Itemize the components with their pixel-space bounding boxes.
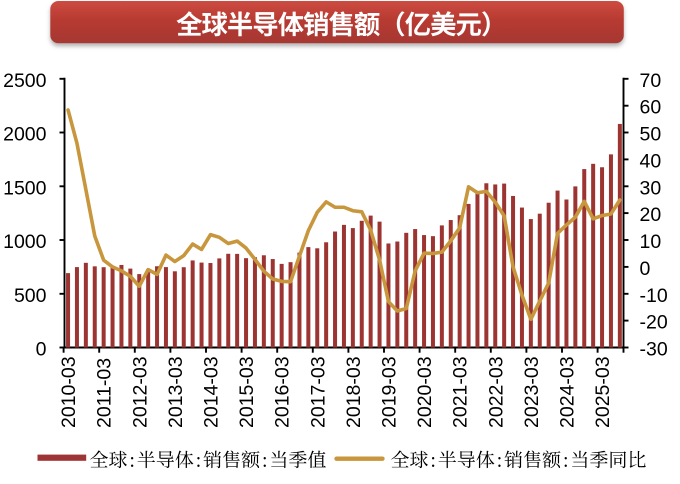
svg-text:2016-03: 2016-03	[272, 356, 294, 428]
svg-text:-10: -10	[640, 285, 668, 307]
svg-text:2020-03: 2020-03	[414, 356, 436, 428]
svg-text:30: 30	[640, 177, 662, 199]
svg-text:1000: 1000	[3, 231, 47, 253]
svg-text:40: 40	[640, 150, 662, 172]
svg-text:0: 0	[36, 339, 47, 361]
svg-text:70: 70	[640, 70, 662, 92]
svg-text:2025-03: 2025-03	[592, 356, 614, 428]
svg-text:2013-03: 2013-03	[165, 356, 187, 428]
svg-text:60: 60	[640, 97, 662, 119]
svg-text:2018-03: 2018-03	[343, 356, 365, 428]
svg-text:2000: 2000	[3, 124, 47, 146]
svg-text:2024-03: 2024-03	[556, 356, 578, 428]
svg-text:-30: -30	[640, 339, 668, 361]
svg-text:2011-03: 2011-03	[94, 358, 116, 428]
svg-text:2015-03: 2015-03	[236, 356, 258, 428]
svg-text:2019-03: 2019-03	[378, 356, 400, 428]
svg-text:2022-03: 2022-03	[485, 356, 507, 428]
svg-text:2012-03: 2012-03	[129, 356, 151, 428]
svg-text:10: 10	[640, 231, 662, 253]
svg-text:2021-03: 2021-03	[450, 356, 472, 428]
svg-text:50: 50	[640, 124, 662, 146]
svg-text:2500: 2500	[3, 70, 47, 92]
svg-text:-20: -20	[640, 312, 668, 334]
svg-text:2010-03: 2010-03	[58, 356, 80, 428]
svg-text:2014-03: 2014-03	[200, 356, 222, 428]
svg-text:1500: 1500	[3, 177, 47, 199]
svg-text:20: 20	[640, 204, 662, 226]
svg-text:2023-03: 2023-03	[521, 356, 543, 428]
svg-text:500: 500	[14, 285, 47, 307]
svg-text:2017-03: 2017-03	[307, 356, 329, 428]
svg-text:0: 0	[640, 258, 651, 280]
